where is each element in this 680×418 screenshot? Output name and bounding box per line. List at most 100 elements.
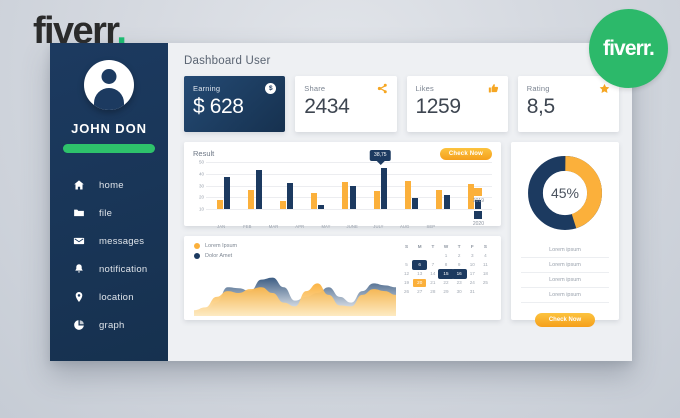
profile-progress-fill — [63, 144, 155, 153]
sidebar-item-home-label: home — [99, 179, 124, 191]
bar-chart-y-tick: 10 — [198, 206, 204, 212]
calendar-day-24[interactable]: 24 — [469, 280, 475, 285]
kpi-card-likes[interactable]: Likes 1259 — [406, 76, 508, 132]
legend-label-2019: 2019 — [472, 198, 484, 204]
calendar-day-8[interactable]: 8 — [444, 262, 448, 267]
area-chart-svg — [194, 277, 396, 316]
bar-group[interactable] — [396, 162, 427, 209]
donut-chart-svg — [528, 156, 602, 230]
sidebar-user-name: JOHN DON — [71, 121, 147, 136]
bar-group[interactable] — [302, 162, 333, 209]
bar-group[interactable] — [208, 162, 239, 209]
calendar-day-25[interactable]: 25 — [482, 280, 488, 285]
calendar-day-12[interactable]: 12 — [404, 271, 410, 276]
calendar-day-7[interactable]: 7 — [431, 262, 435, 267]
calendar-day-5[interactable]: 5 — [405, 262, 408, 267]
bar-2019-AUG[interactable] — [436, 190, 443, 209]
bar-group[interactable] — [271, 162, 302, 209]
bar-chart-x-tick: JAN — [217, 224, 226, 229]
calendar-day-16[interactable]: 16 — [452, 270, 466, 278]
calendar-day-20[interactable]: 20 — [413, 279, 427, 287]
bar-2020-MAY[interactable] — [349, 185, 356, 209]
bar-chart-y-tick: 30 — [198, 183, 204, 188]
calendar-day-3[interactable]: 3 — [470, 253, 474, 258]
bar-chart-x-tick: FEB — [243, 224, 252, 229]
bar-group[interactable]: 38,75 — [365, 149, 396, 209]
calendar-day-10[interactable]: 10 — [469, 262, 475, 267]
bar-group[interactable] — [239, 162, 270, 209]
calendar-day-30[interactable]: 30 — [456, 289, 462, 294]
map-pin-icon — [72, 290, 86, 304]
calendar-day-2[interactable]: 2 — [457, 253, 461, 258]
kpi-card-likes-value: 1259 — [415, 95, 462, 118]
bar-2020-APR[interactable] — [318, 205, 325, 209]
result-bar-chart-panel: Result Check Now 10 20 30 40 50 38,75 2019 — [184, 142, 501, 229]
calendar-day-9[interactable]: 9 — [457, 262, 461, 267]
result-check-now-button[interactable]: Check Now — [439, 148, 492, 160]
kpi-card-rating-label: Rating — [526, 84, 550, 93]
bar-chart-x-axis: JAN FEB MAR APR MAY JUNE JULY AUG SEP — [206, 224, 446, 229]
star-icon — [599, 83, 610, 94]
calendar-day-28[interactable]: 28 — [430, 289, 436, 294]
bar-2019-MAY[interactable] — [342, 181, 349, 209]
bar-2019-APR[interactable] — [310, 192, 317, 209]
sidebar-item-file[interactable]: file — [50, 199, 168, 227]
donut-detail-row: Lorem ipsum — [521, 258, 609, 273]
donut-detail-row: Lorem ipsum — [521, 243, 609, 258]
calendar-day-31[interactable]: 31 — [469, 289, 475, 294]
calendar-day-header: F — [470, 244, 474, 249]
fiverr-badge: fiverr. — [589, 9, 668, 88]
calendar-day-27[interactable]: 27 — [417, 289, 423, 294]
calendar-day-23[interactable]: 23 — [456, 280, 462, 285]
calendar-day-15[interactable]: 15 — [439, 270, 453, 278]
kpi-card-likes-label: Likes — [415, 84, 435, 93]
calendar-day-18[interactable]: 18 — [482, 271, 488, 276]
bar-group[interactable] — [427, 162, 458, 209]
bar-chart-plot: 38,75 — [206, 149, 492, 210]
calendar-day-19[interactable]: 19 — [404, 280, 410, 285]
kpi-card-rating[interactable]: Rating 8,5 — [517, 76, 619, 132]
calendar-day-1[interactable]: 1 — [444, 253, 448, 258]
calendar-day-21[interactable]: 21 — [430, 280, 436, 285]
bar-2020-AUG[interactable] — [443, 194, 450, 209]
calendar-day-26[interactable]: 26 — [404, 289, 410, 294]
bar-group[interactable] — [333, 162, 364, 209]
bar-2019-FEB[interactable] — [248, 190, 255, 209]
calendar-day-13[interactable]: 13 — [417, 271, 423, 276]
calendar-day-14[interactable]: 14 — [430, 271, 436, 276]
bar-2019-JAN[interactable] — [216, 199, 223, 209]
calendar-day-header: M — [417, 244, 422, 249]
calendar-day-29[interactable]: 29 — [443, 289, 449, 294]
bar-2020-JUNE[interactable] — [381, 167, 388, 209]
bar-2020-JAN[interactable] — [224, 177, 231, 209]
kpi-card-earning[interactable]: Earning $ $ 628 — [184, 76, 286, 132]
bar-2019-MAR[interactable] — [279, 200, 286, 209]
kpi-card-share[interactable]: Share 2434 — [295, 76, 397, 132]
area-legend-entry-dolor: Dolor Amet — [194, 253, 396, 259]
bar-2019-SEP[interactable] — [467, 184, 474, 209]
calendar-day-4[interactable]: 4 — [484, 253, 487, 258]
calendar-day-11[interactable]: 11 — [483, 262, 488, 267]
bar-2020-SEP[interactable] — [475, 199, 482, 209]
sidebar-item-notification[interactable]: notification — [50, 255, 168, 283]
sidebar-item-location-label: location — [99, 291, 134, 303]
dashboard-window: JOHN DON home file messages — [50, 43, 632, 361]
calendar-day-22[interactable]: 22 — [443, 280, 449, 285]
bar-chart-legend: 2019 2020 — [473, 188, 484, 227]
user-avatar-icon — [84, 60, 134, 110]
bar-2020-FEB[interactable] — [255, 170, 262, 209]
bar-2019-JULY[interactable] — [404, 180, 411, 209]
bar-2020-JULY[interactable] — [412, 198, 419, 209]
donut-check-now-button[interactable]: Check Now — [534, 313, 596, 327]
sidebar-item-messages[interactable]: messages — [50, 227, 168, 255]
calendar-day-6[interactable]: 6 — [413, 261, 427, 269]
bar-chart-y-axis: 10 20 30 40 50 — [193, 160, 206, 212]
sidebar-item-graph[interactable]: graph — [50, 311, 168, 339]
calendar-day-17[interactable]: 17 — [469, 271, 475, 276]
calendar-widget[interactable]: S M T W T F S 1 2 3 4 5 6 7 8 9 10 11 12 13 14 15 16 17 18 19 20 21… — [396, 243, 492, 316]
bar-2019-JUNE[interactable] — [373, 191, 380, 209]
bar-2020-MAR[interactable] — [287, 183, 294, 209]
sidebar-item-location[interactable]: location — [50, 283, 168, 311]
bar-group[interactable] — [459, 162, 490, 209]
sidebar-item-home[interactable]: home — [50, 171, 168, 199]
